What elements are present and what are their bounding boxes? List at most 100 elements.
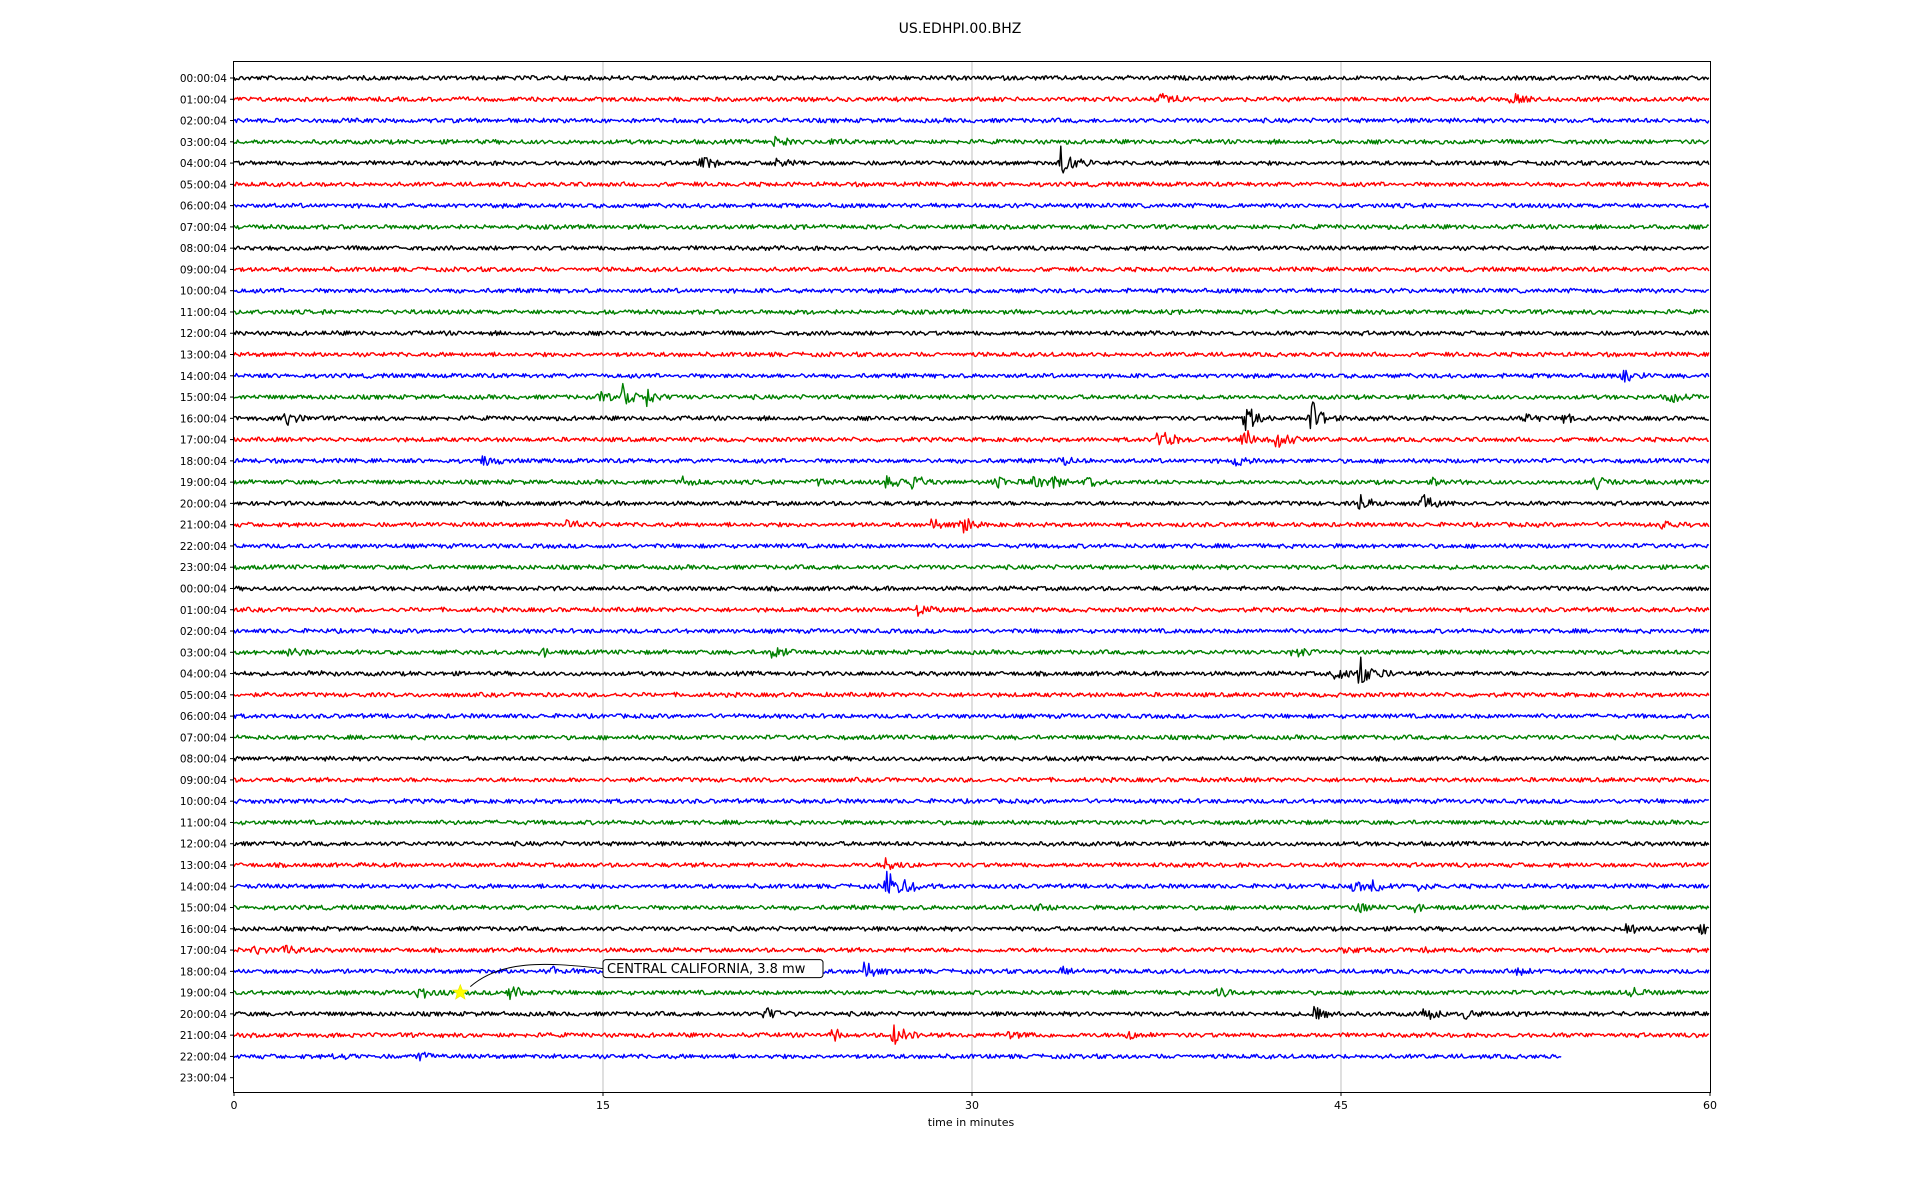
trace-row — [233, 74, 1710, 82]
trace-row — [233, 369, 1710, 383]
row-label: 13:00:04 — [180, 350, 227, 362]
row-label: 03:00:04 — [180, 647, 227, 659]
row-label: 04:00:04 — [180, 669, 227, 681]
trace-row — [233, 923, 1710, 935]
trace-row — [233, 117, 1710, 124]
row-label: 08:00:04 — [180, 243, 227, 255]
row-label: 12:00:04 — [180, 839, 227, 851]
row-label: 18:00:04 — [180, 456, 227, 468]
trace-row — [233, 734, 1710, 741]
row-label: 12:00:04 — [180, 328, 227, 340]
grid-lines — [602, 62, 1342, 1092]
trace-row — [233, 542, 1710, 550]
row-label: 11:00:04 — [180, 817, 227, 829]
row-label: 01:00:04 — [180, 605, 227, 617]
row-label: 00:00:04 — [180, 583, 227, 595]
trace-row — [233, 604, 1710, 617]
trace-row — [233, 1005, 1710, 1020]
row-label: 19:00:04 — [180, 477, 227, 489]
trace-row — [233, 92, 1710, 104]
trace-row — [233, 455, 1710, 467]
trace-row — [233, 647, 1710, 659]
trace-row — [233, 181, 1710, 188]
row-label: 15:00:04 — [180, 392, 227, 404]
trace-row — [233, 382, 1710, 408]
trace-row — [233, 986, 1709, 1001]
trace-row — [233, 961, 1710, 977]
row-label: 18:00:04 — [180, 966, 227, 978]
row-label: 11:00:04 — [180, 307, 227, 319]
trace-row — [233, 798, 1710, 805]
x-axis-label: time in minutes — [928, 1116, 1015, 1129]
row-label: 06:00:04 — [180, 711, 227, 723]
row-label: 23:00:04 — [180, 1073, 227, 1085]
row-labels: 00:00:04 01:00:04 02:00:04 03:00:04 04:00:04… — [180, 73, 234, 1085]
trace-row — [233, 870, 1710, 894]
trace-row — [233, 494, 1710, 510]
annotation-arrow — [469, 963, 604, 987]
row-label: 10:00:04 — [180, 286, 227, 298]
row-label: 19:00:04 — [180, 988, 227, 1000]
trace-row — [233, 308, 1709, 316]
trace-row — [233, 135, 1710, 147]
trace-row — [233, 840, 1710, 847]
trace-row — [233, 223, 1710, 230]
x-ticks: 0 15 30 45 60 — [231, 1092, 1717, 1112]
trace-row — [233, 628, 1710, 635]
row-label: 04:00:04 — [180, 158, 227, 170]
plot-frame — [233, 61, 1711, 1093]
row-label: 05:00:04 — [180, 690, 227, 702]
trace-row — [233, 401, 1710, 431]
row-label: 16:00:04 — [180, 924, 227, 936]
row-label: 08:00:04 — [180, 754, 227, 766]
row-label: 14:00:04 — [180, 881, 227, 893]
trace-row — [233, 903, 1710, 914]
row-label: 17:00:04 — [180, 945, 227, 957]
traces — [233, 74, 1710, 1062]
row-label: 13:00:04 — [180, 860, 227, 872]
trace-row — [233, 351, 1710, 358]
trace-row — [233, 245, 1709, 252]
event-star-marker — [451, 983, 469, 1000]
row-label: 01:00:04 — [180, 94, 227, 106]
x-tick-label: 30 — [965, 1099, 979, 1112]
row-label: 20:00:04 — [180, 498, 227, 510]
event-annotations: CENTRAL CALIFORNIA, 3.8 mw — [451, 959, 824, 1000]
trace-row — [233, 330, 1710, 337]
annotation-box — [602, 959, 824, 979]
row-label: 21:00:04 — [180, 1030, 227, 1042]
trace-row — [233, 202, 1710, 209]
row-label: 15:00:04 — [180, 903, 227, 915]
row-label: 17:00:04 — [180, 435, 227, 447]
row-label: 06:00:04 — [180, 201, 227, 213]
trace-row — [233, 1024, 1709, 1045]
row-label: 16:00:04 — [180, 413, 227, 425]
trace-row — [233, 564, 1710, 571]
row-label: 05:00:04 — [180, 179, 227, 191]
chart-title: US.EDHPI.00.BHZ — [898, 21, 1022, 37]
trace-row — [234, 145, 1710, 174]
row-label: 07:00:04 — [180, 732, 227, 744]
trace-row — [233, 691, 1710, 698]
row-label: 02:00:04 — [180, 626, 227, 638]
trace-row — [233, 819, 1710, 826]
trace-row — [233, 755, 1710, 762]
row-label: 02:00:04 — [180, 116, 227, 128]
annotation-text: CENTRAL CALIFORNIA, 3.8 mw — [607, 962, 806, 977]
trace-row — [233, 475, 1710, 491]
trace-row — [233, 518, 1710, 534]
trace-row — [233, 1051, 1562, 1062]
row-label: 09:00:04 — [180, 775, 227, 787]
row-label: 22:00:04 — [180, 541, 227, 553]
row-label: 00:00:04 — [180, 73, 227, 85]
trace-row — [233, 776, 1710, 784]
trace-row — [233, 266, 1710, 273]
row-label: 10:00:04 — [180, 796, 227, 808]
trace-row — [233, 287, 1710, 294]
row-label: 09:00:04 — [180, 264, 227, 276]
row-label: 22:00:04 — [180, 1051, 227, 1063]
row-label: 07:00:04 — [180, 222, 227, 234]
trace-row — [233, 713, 1710, 720]
row-label: 23:00:04 — [180, 562, 227, 574]
